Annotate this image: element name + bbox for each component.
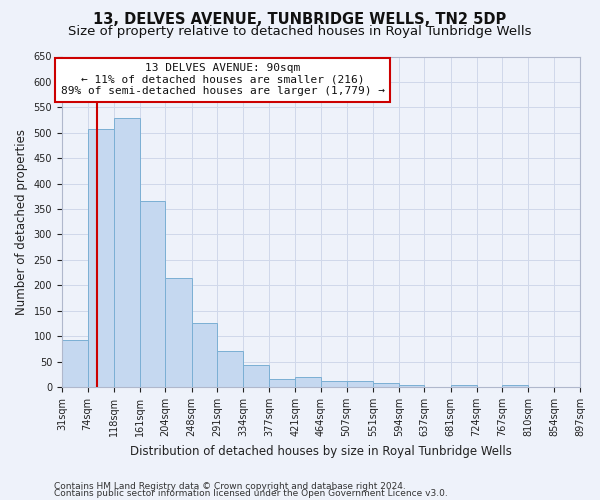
Text: 13 DELVES AVENUE: 90sqm
← 11% of detached houses are smaller (216)
89% of semi-d: 13 DELVES AVENUE: 90sqm ← 11% of detache…	[61, 63, 385, 96]
Bar	[192, 324, 217, 387]
Bar	[347, 382, 373, 387]
Bar	[373, 383, 399, 387]
Bar	[451, 384, 476, 387]
Y-axis label: Number of detached properties: Number of detached properties	[15, 129, 28, 315]
X-axis label: Distribution of detached houses by size in Royal Tunbridge Wells: Distribution of detached houses by size …	[130, 444, 512, 458]
Bar	[62, 340, 88, 387]
Bar	[321, 382, 347, 387]
Bar	[269, 380, 295, 387]
Bar	[243, 365, 269, 387]
Text: Contains public sector information licensed under the Open Government Licence v3: Contains public sector information licen…	[54, 489, 448, 498]
Bar	[502, 384, 528, 387]
Bar	[166, 278, 192, 387]
Text: Contains HM Land Registry data © Crown copyright and database right 2024.: Contains HM Land Registry data © Crown c…	[54, 482, 406, 491]
Bar	[140, 202, 166, 387]
Bar	[114, 118, 140, 387]
Text: Size of property relative to detached houses in Royal Tunbridge Wells: Size of property relative to detached ho…	[68, 25, 532, 38]
Text: 13, DELVES AVENUE, TUNBRIDGE WELLS, TN2 5DP: 13, DELVES AVENUE, TUNBRIDGE WELLS, TN2 …	[94, 12, 506, 28]
Bar	[88, 129, 114, 387]
Bar	[399, 384, 424, 387]
Bar	[217, 352, 243, 387]
Bar	[295, 378, 321, 387]
